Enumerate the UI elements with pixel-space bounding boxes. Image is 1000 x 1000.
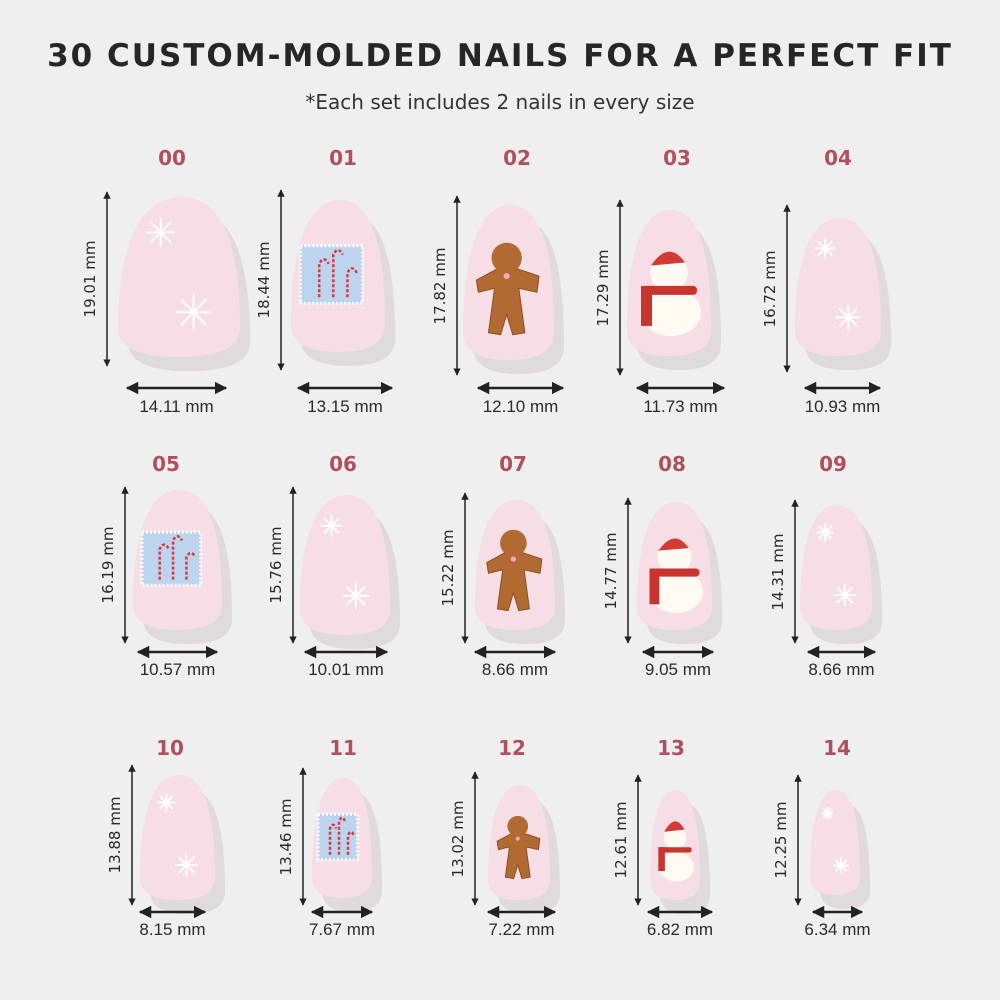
nail <box>300 495 390 635</box>
snowflake-icon <box>320 514 343 537</box>
candy-cane-stamp-icon <box>140 530 203 587</box>
nail-14 <box>810 790 870 909</box>
height-label: 14.31 mm <box>769 533 787 610</box>
candy-cane-stamp-icon <box>316 812 360 862</box>
size-label: 10 <box>156 736 184 760</box>
nail-02 <box>463 205 564 374</box>
nail-10 <box>140 775 225 914</box>
width-label: 12.10 mm <box>482 397 559 416</box>
nail-01 <box>291 200 395 366</box>
snowman-icon <box>649 538 704 614</box>
size-label: 04 <box>824 146 852 170</box>
size-label: 02 <box>503 146 531 170</box>
height-label: 13.88 mm <box>106 796 124 874</box>
width-label: 10.01 mm <box>308 660 384 679</box>
nail-03 <box>627 210 721 370</box>
snowman-icon <box>658 821 695 882</box>
size-label: 08 <box>658 452 686 476</box>
size-label: 12 <box>498 736 526 760</box>
nail <box>795 218 881 356</box>
snowflake-icon <box>833 583 856 607</box>
gingerbread-man-icon <box>475 242 540 336</box>
nail-11 <box>312 778 382 912</box>
size-label: 01 <box>329 146 357 170</box>
height-label: 17.82 mm <box>431 247 449 324</box>
gingerbread-man-icon <box>486 529 543 612</box>
nail-13 <box>650 790 710 914</box>
height-label: 14.77 mm <box>602 532 620 609</box>
width-label: 6.34 mm <box>804 920 871 939</box>
size-label: 14 <box>823 736 851 760</box>
nail-09 <box>800 505 882 644</box>
snowflake-icon <box>814 237 836 259</box>
size-label: 13 <box>657 736 685 760</box>
snowflake-icon <box>157 793 176 812</box>
width-label: 7.22 mm <box>488 920 555 939</box>
snowflake-icon <box>146 217 176 247</box>
page-title: 30 CUSTOM-MOLDED NAILS FOR A PERFECT FIT <box>47 38 953 74</box>
snowflake-icon <box>835 304 862 331</box>
size-label: 05 <box>152 452 180 476</box>
nail-00 <box>118 197 250 371</box>
height-label: 12.61 mm <box>612 801 630 879</box>
gingerbread-man-icon <box>496 815 541 880</box>
height-label: 18.44 mm <box>255 241 273 319</box>
nail <box>140 775 215 900</box>
nail-05 <box>133 490 232 644</box>
nail-04 <box>795 218 891 370</box>
nail-08 <box>637 502 722 644</box>
height-label: 17.29 mm <box>594 249 612 326</box>
height-label: 12.25 mm <box>772 801 790 879</box>
height-label: 13.46 mm <box>277 798 295 875</box>
candy-cane-stamp-icon <box>298 244 364 305</box>
width-label: 6.82 mm <box>646 920 714 939</box>
size-label: 06 <box>329 452 357 476</box>
width-label: 8.66 mm <box>808 660 875 679</box>
snowman-icon <box>641 251 701 337</box>
snowflake-icon <box>175 853 198 877</box>
nail-12 <box>488 785 560 914</box>
height-label: 15.22 mm <box>439 529 457 607</box>
height-label: 13.02 mm <box>449 800 467 877</box>
width-label: 9.05 mm <box>644 660 712 679</box>
width-label: 8.66 mm <box>481 660 549 679</box>
height-label: 16.19 mm <box>99 526 117 604</box>
nail-06 <box>300 495 400 649</box>
snowflake-icon <box>816 523 835 542</box>
size-label: 07 <box>499 452 527 476</box>
nail <box>810 790 860 895</box>
width-label: 13.15 mm <box>307 397 383 416</box>
size-label: 09 <box>819 452 847 476</box>
width-label: 10.93 mm <box>804 397 881 416</box>
snowflake-icon <box>175 294 212 331</box>
snowflake-icon <box>833 857 849 874</box>
page-subtitle: *Each set includes 2 nails in every size <box>305 90 695 114</box>
nail-07 <box>475 500 565 644</box>
snowflake-icon <box>821 806 834 820</box>
size-label: 03 <box>663 146 691 170</box>
nail <box>800 505 872 630</box>
width-label: 11.73 mm <box>643 397 718 416</box>
snowflake-icon <box>342 582 370 610</box>
height-label: 16.72 mm <box>761 250 779 327</box>
width-label: 14.11 mm <box>139 397 214 416</box>
width-label: 7.67 mm <box>308 920 376 939</box>
height-label: 15.76 mm <box>267 526 285 604</box>
size-label: 00 <box>158 146 186 170</box>
height-label: 19.01 mm <box>81 240 99 318</box>
nail <box>118 197 240 357</box>
width-label: 8.15 mm <box>139 920 206 939</box>
width-label: 10.57 mm <box>139 660 216 679</box>
size-label: 11 <box>329 736 357 760</box>
